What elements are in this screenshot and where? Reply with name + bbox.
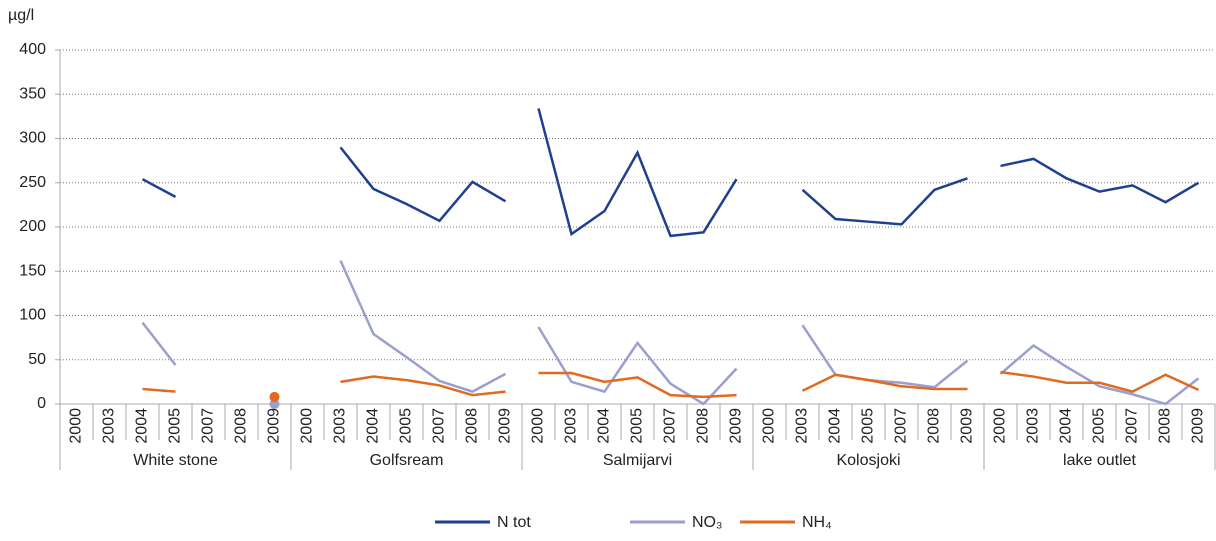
legend-label: NH₄: [802, 514, 832, 531]
group-label: Salmijarvi: [603, 452, 672, 469]
series-line: [537, 326, 738, 406]
legend-label: NO₃: [692, 514, 723, 531]
x-tick-label: 2003: [332, 408, 349, 444]
series-line: [1000, 157, 1200, 204]
y-tick-label: 150: [19, 262, 46, 279]
data-point: [269, 399, 280, 409]
x-tick-label: 2009: [266, 408, 283, 444]
y-tick-label: 400: [19, 41, 46, 58]
x-tick-label: 2007: [893, 408, 910, 444]
x-tick-label: 2005: [629, 408, 646, 444]
x-tick-label: 2000: [68, 408, 85, 444]
series-line: [999, 344, 1200, 406]
y-axis-label: µg/l: [8, 7, 34, 24]
group-label: Kolosjoki: [836, 452, 900, 469]
x-tick-label: 2008: [926, 408, 943, 444]
series-line: [142, 387, 176, 393]
x-tick-label: 2003: [563, 408, 580, 444]
x-tick-label: 2009: [497, 408, 514, 444]
y-tick-label: 50: [28, 351, 46, 368]
x-tick-label: 2004: [365, 408, 382, 444]
group-label: lake outlet: [1063, 452, 1136, 469]
x-tick-label: 2004: [596, 408, 613, 444]
x-tick-label: 2004: [827, 408, 844, 444]
x-tick-label: 2008: [1157, 408, 1174, 444]
x-tick-label: 2003: [101, 408, 118, 444]
series-line: [537, 108, 738, 238]
x-tick-label: 2007: [431, 408, 448, 444]
y-tick-label: 0: [37, 395, 46, 412]
series-line: [1000, 370, 1200, 393]
x-tick-label: 2000: [761, 408, 778, 444]
series-line: [339, 146, 507, 223]
x-tick-label: 2003: [794, 408, 811, 444]
x-tick-label: 2003: [1025, 408, 1042, 444]
x-tick-label: 2007: [662, 408, 679, 444]
x-tick-label: 2000: [992, 408, 1009, 444]
x-tick-label: 2005: [1091, 408, 1108, 444]
data-point: [269, 391, 280, 402]
series-line: [339, 260, 507, 393]
legend-label: N tot: [497, 514, 531, 531]
x-tick-label: 2004: [1058, 408, 1075, 444]
series-line: [340, 375, 506, 397]
x-tick-label: 2008: [233, 408, 250, 444]
group-label: White stone: [133, 452, 218, 469]
x-tick-label: 2000: [530, 408, 547, 444]
y-tick-label: 300: [19, 130, 46, 147]
x-tick-label: 2005: [860, 408, 877, 444]
x-tick-label: 2007: [1124, 408, 1141, 444]
series-line: [801, 373, 968, 392]
x-tick-label: 2008: [464, 408, 481, 444]
x-tick-label: 2009: [959, 408, 976, 444]
series-line: [141, 321, 177, 366]
x-tick-label: 2009: [728, 408, 745, 444]
x-tick-label: 2005: [167, 408, 184, 444]
y-tick-label: 350: [19, 85, 46, 102]
series-line: [538, 371, 737, 399]
x-tick-label: 2008: [695, 408, 712, 444]
x-tick-label: 2000: [299, 408, 316, 444]
group-label: Golfsream: [370, 452, 444, 469]
x-tick-label: 2009: [1190, 408, 1207, 444]
y-tick-label: 250: [19, 174, 46, 191]
y-tick-label: 100: [19, 307, 46, 324]
x-tick-label: 2004: [134, 408, 151, 444]
series-line: [141, 178, 177, 199]
series-line: [801, 324, 969, 389]
x-tick-label: 2007: [200, 408, 217, 444]
y-tick-label: 200: [19, 218, 46, 235]
series-line: [801, 177, 968, 226]
x-tick-label: 2005: [398, 408, 415, 444]
